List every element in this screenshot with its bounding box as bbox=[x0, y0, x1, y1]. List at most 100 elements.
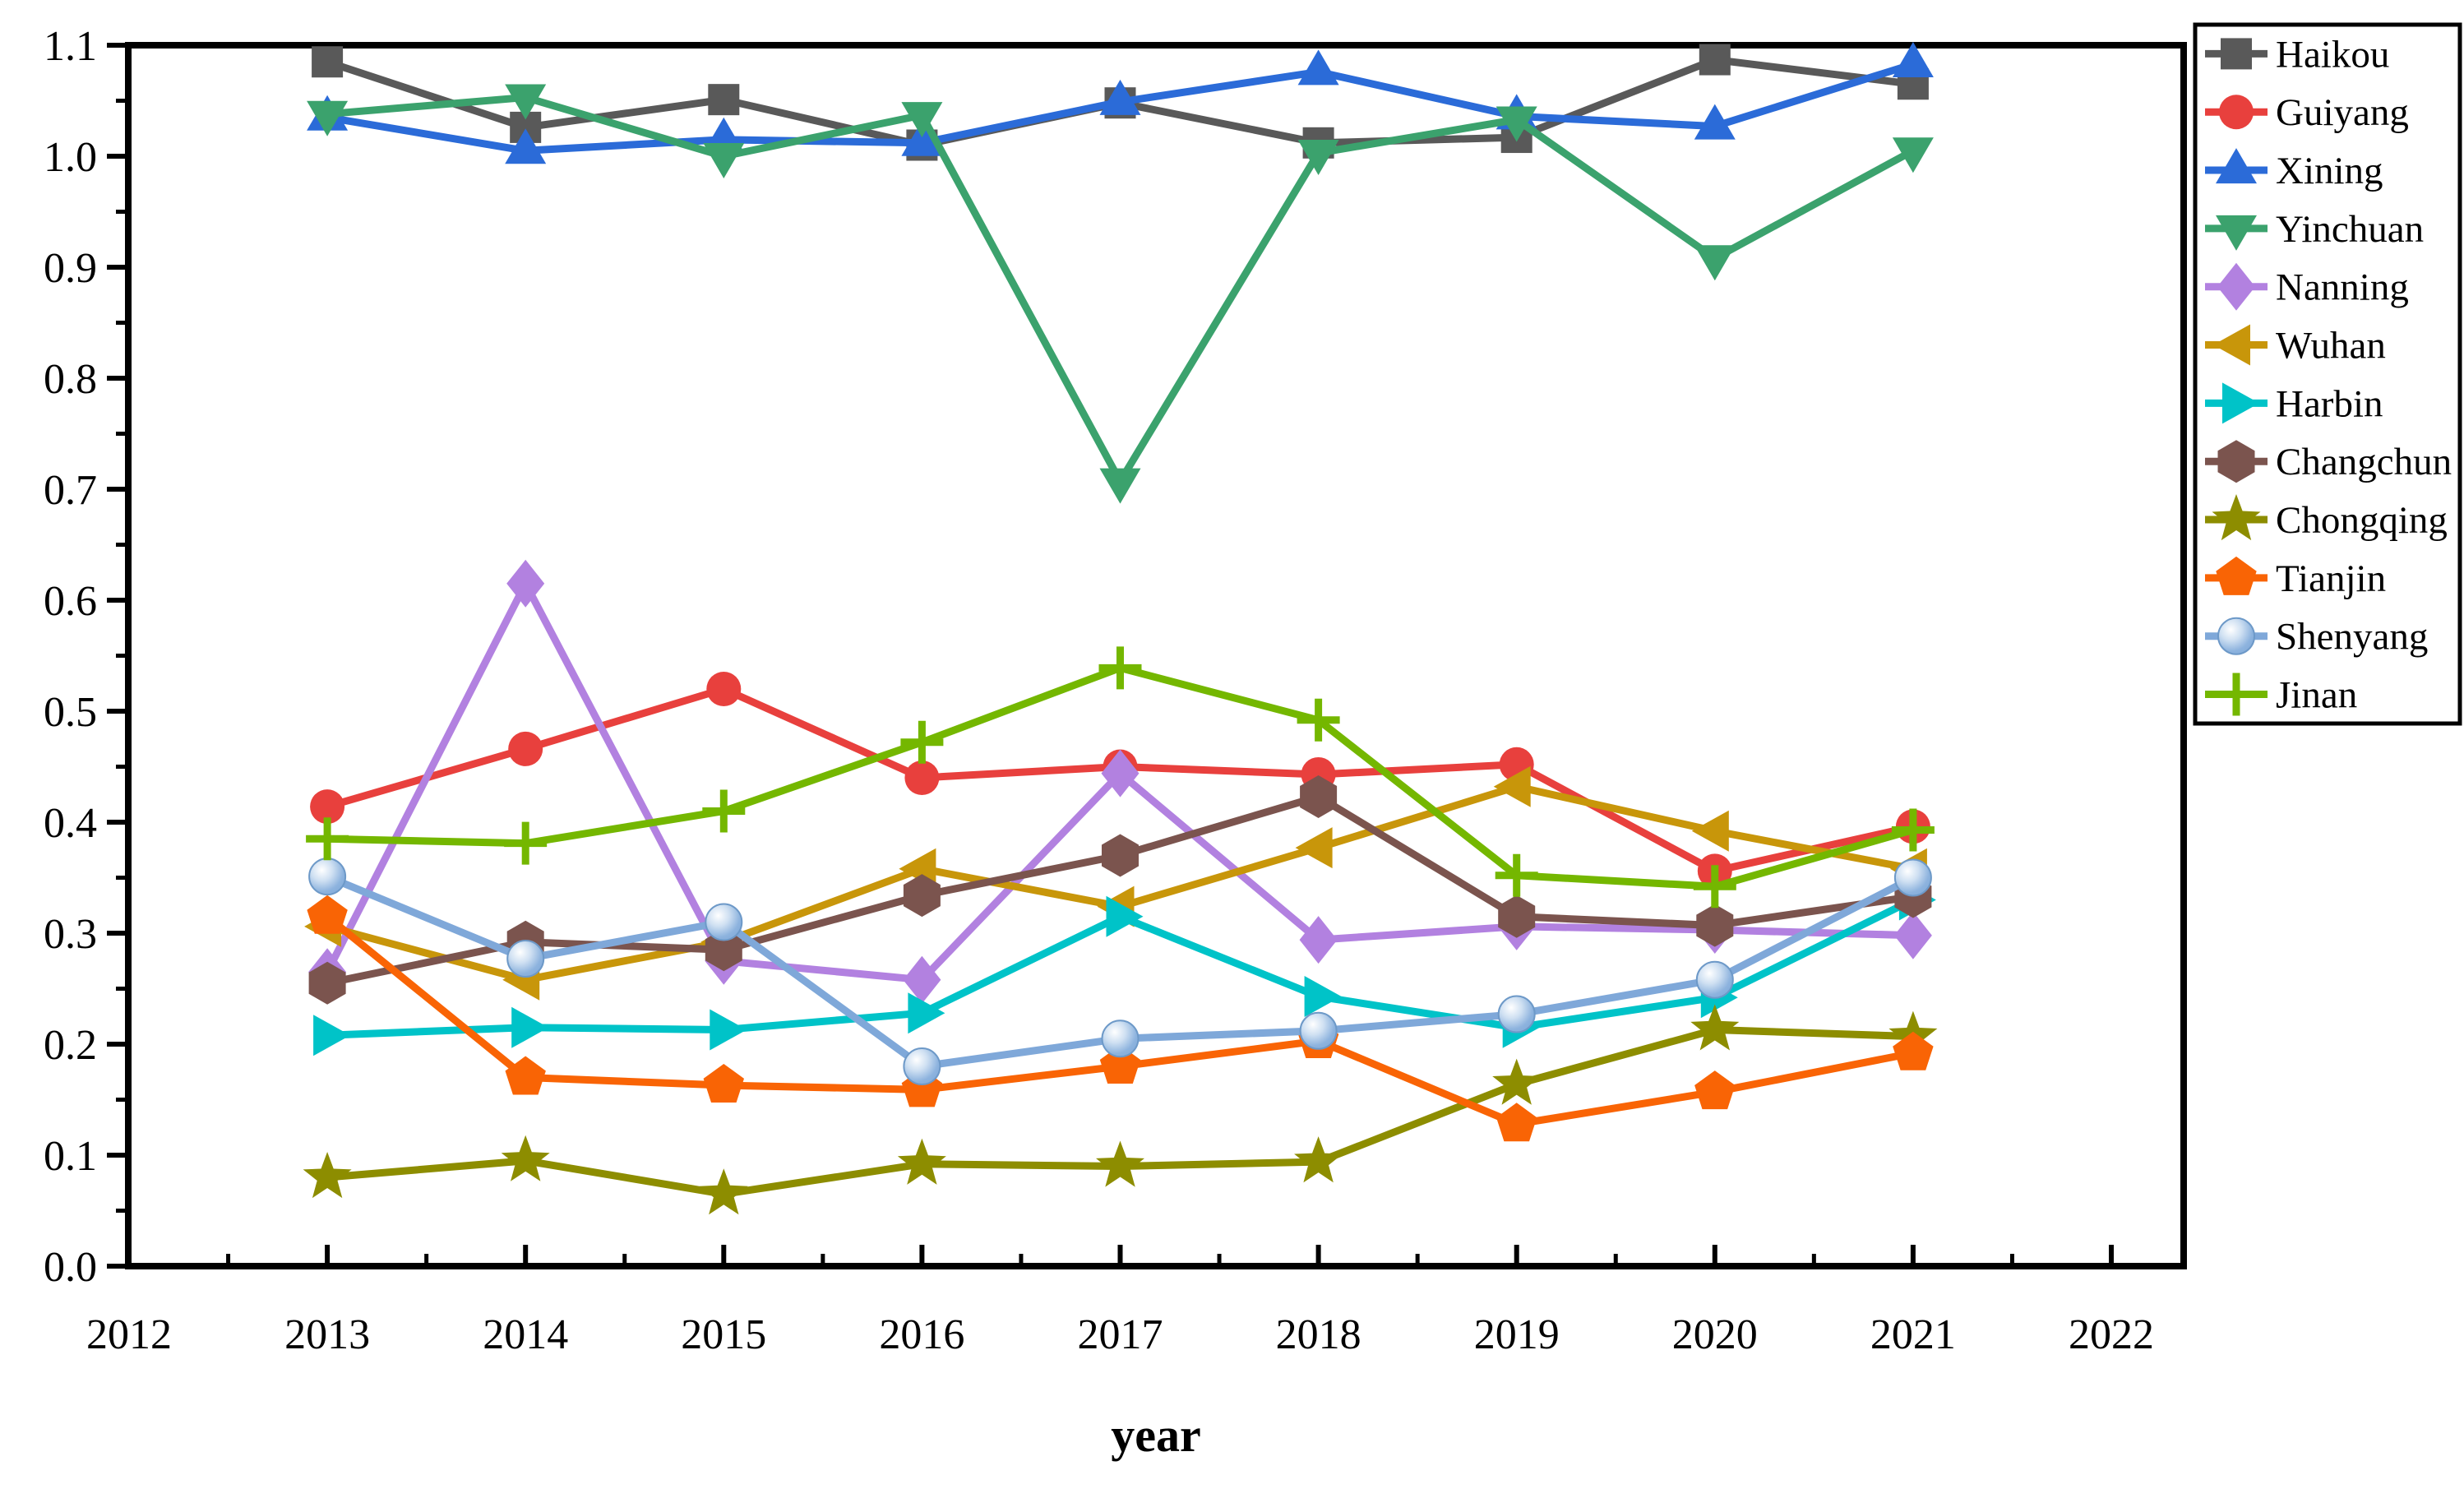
data-point-tianjin-2013 bbox=[307, 895, 348, 934]
y-tick-label: 0.0 bbox=[44, 1244, 97, 1291]
marker-shape bbox=[2215, 673, 2258, 716]
marker-shape bbox=[702, 789, 746, 833]
data-point-xining-2014 bbox=[505, 128, 547, 164]
legend-item-chongqing: Chongqing bbox=[2205, 494, 2448, 542]
y-tick-label: 0.6 bbox=[44, 578, 97, 625]
data-point-wuhan-2019 bbox=[1493, 765, 1531, 807]
series-changchun bbox=[308, 775, 1932, 1005]
marker-shape bbox=[1294, 1136, 1343, 1183]
plot-frame bbox=[125, 42, 2187, 1269]
marker-shape bbox=[1691, 810, 1729, 852]
legend-item-jinan: Jinan bbox=[2205, 673, 2357, 717]
marker-shape bbox=[705, 928, 742, 972]
legend-item-yinchuan: Yinchuan bbox=[2205, 208, 2424, 251]
legend-box bbox=[2193, 22, 2462, 726]
legend-item-shenyang: Shenyang bbox=[2205, 616, 2428, 659]
data-point-shenyang-2014 bbox=[506, 940, 545, 978]
marker-shape bbox=[2221, 38, 2252, 70]
y-tick-label: 1.1 bbox=[44, 23, 97, 70]
marker-shape bbox=[2212, 494, 2261, 541]
data-point-nanning-2018 bbox=[1299, 916, 1338, 964]
y-tick-label: 1.0 bbox=[44, 134, 97, 181]
legend-label: Chongqing bbox=[2276, 499, 2448, 542]
marker-shape bbox=[1893, 1031, 1934, 1070]
marker-shape bbox=[703, 1064, 744, 1103]
x-tick-label: 2016 bbox=[879, 1311, 964, 1358]
marker-shape bbox=[1696, 904, 1734, 947]
marker-shape bbox=[1496, 1103, 1537, 1142]
x-tick-label: 2018 bbox=[1276, 1311, 1361, 1358]
data-point-yinchuan-2019 bbox=[1496, 106, 1537, 142]
data-point-shenyang-2013 bbox=[308, 858, 347, 896]
data-point-yinchuan-2014 bbox=[505, 84, 547, 120]
marker-shape bbox=[1693, 865, 1736, 909]
data-point-tianjin-2019 bbox=[1496, 1103, 1537, 1142]
marker-shape bbox=[1694, 104, 1736, 140]
data-point-chongqing-2019 bbox=[1492, 1058, 1542, 1105]
series-tianjin bbox=[307, 895, 1934, 1142]
marker-shape bbox=[501, 1135, 550, 1181]
data-point-jinan-2016 bbox=[900, 720, 944, 764]
data-point-jinan-2018 bbox=[1297, 698, 1340, 742]
data-point-xining-2021 bbox=[1892, 42, 1934, 77]
marker-shape bbox=[1098, 646, 1142, 690]
marker-shape bbox=[504, 821, 548, 865]
x-tick-label: 2019 bbox=[1474, 1311, 1560, 1358]
series-nanning bbox=[308, 559, 1932, 1004]
marker-shape bbox=[303, 1152, 352, 1199]
marker-shape bbox=[505, 1056, 546, 1095]
marker-shape bbox=[2217, 262, 2255, 311]
data-point-shenyang-2016 bbox=[903, 1047, 941, 1085]
data-point-yinchuan-2016 bbox=[901, 102, 943, 138]
marker-shape bbox=[1892, 42, 1934, 77]
legend-label: Xining bbox=[2276, 150, 2383, 192]
data-point-wuhan-2018 bbox=[1295, 827, 1333, 869]
data-point-harbin-2013 bbox=[313, 1015, 351, 1056]
marker-shape bbox=[1493, 765, 1531, 807]
data-point-yinchuan-2021 bbox=[1892, 137, 1934, 173]
data-point-guiyang-2015 bbox=[706, 672, 742, 706]
legend-item-wuhan: Wuhan bbox=[2205, 324, 2386, 368]
marker-shape bbox=[1099, 1045, 1141, 1084]
legend-item-nanning: Nanning bbox=[2205, 262, 2409, 311]
marker-shape bbox=[1694, 245, 1736, 281]
legend-item-changchun: Changchun bbox=[2205, 440, 2452, 483]
data-point-jinan-2021 bbox=[1891, 808, 1935, 852]
marker-shape bbox=[506, 940, 545, 978]
data-point-shenyang-2019 bbox=[1497, 995, 1536, 1033]
marker-shape bbox=[1299, 1011, 1338, 1050]
data-point-nanning-2016 bbox=[903, 955, 941, 1004]
marker-shape bbox=[1099, 468, 1141, 504]
legend-marker-square-icon bbox=[2221, 38, 2252, 70]
legend-label: Jinan bbox=[2276, 674, 2357, 717]
marker-shape bbox=[1495, 853, 1538, 897]
legend-label: Tianjin bbox=[2276, 557, 2386, 600]
y-tick-label: 0.9 bbox=[44, 245, 97, 292]
data-point-tianjin-2020 bbox=[1694, 1070, 1736, 1110]
series-shenyang bbox=[308, 858, 1932, 1085]
legend-label: Haikou bbox=[2276, 33, 2389, 76]
legend: Haikou Guiyang Xining Yinchuan Nanning Wuhan H… bbox=[2193, 22, 2462, 726]
x-tick-label: 2020 bbox=[1672, 1311, 1758, 1358]
data-point-chongqing-2017 bbox=[1096, 1140, 1144, 1187]
legend-item-harbin: Harbin bbox=[2205, 382, 2383, 425]
marker-shape bbox=[901, 120, 943, 156]
data-point-yinchuan-2018 bbox=[1297, 140, 1339, 175]
marker-shape bbox=[708, 84, 740, 116]
marker-shape bbox=[1099, 79, 1141, 115]
legend-marker-plus-icon bbox=[2215, 673, 2258, 716]
series-jinan bbox=[306, 646, 1935, 909]
data-point-wuhan-2020 bbox=[1691, 810, 1729, 852]
data-point-harbin-2017 bbox=[1106, 895, 1144, 937]
marker-shape bbox=[1297, 140, 1339, 175]
legend-item-tianjin: Tianjin bbox=[2205, 556, 2386, 600]
marker-shape bbox=[511, 1006, 549, 1048]
data-point-guiyang-2016 bbox=[904, 761, 940, 795]
marker-shape bbox=[308, 858, 347, 896]
marker-shape bbox=[706, 672, 742, 706]
legend-marker-diamond-icon bbox=[2217, 262, 2255, 311]
data-point-tianjin-2021 bbox=[1893, 1031, 1934, 1070]
marker-shape bbox=[2216, 148, 2257, 184]
marker-shape bbox=[1695, 960, 1734, 999]
data-point-changchun-2013 bbox=[308, 961, 346, 1005]
